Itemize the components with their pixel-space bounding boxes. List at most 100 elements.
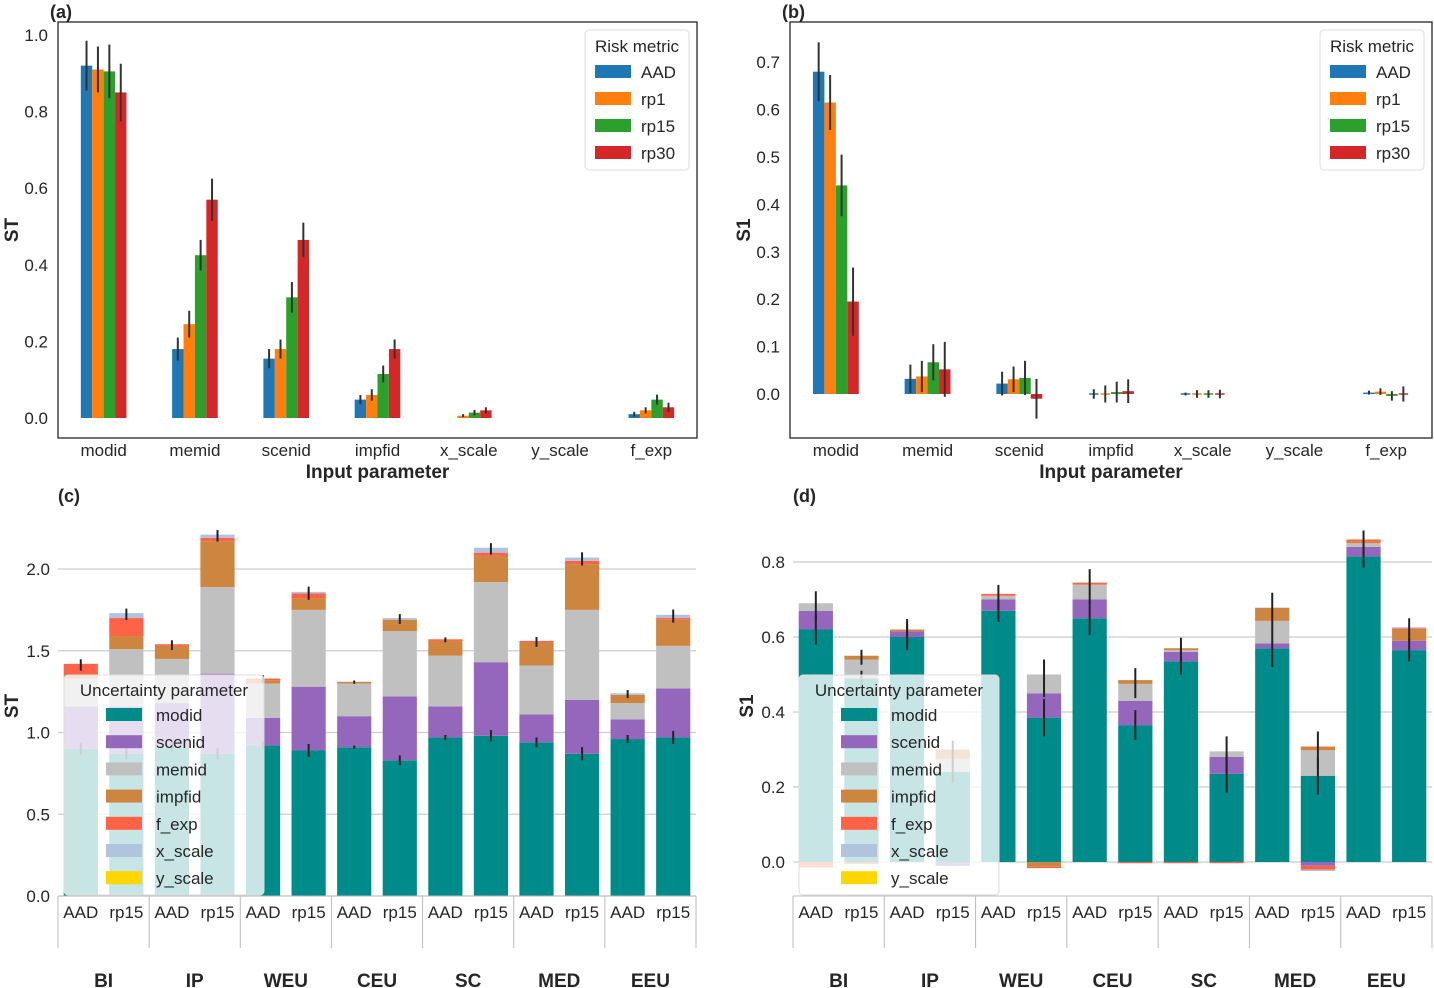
x-tick-label: rp15 (936, 903, 970, 922)
y-tick-label: 0.6 (24, 179, 48, 198)
bar-segment-scenid (656, 688, 691, 738)
x-tick-label: rp15 (1301, 903, 1335, 922)
bar-segment-f_exp (1026, 866, 1062, 869)
x-axis-label: Input parameter (1039, 462, 1183, 483)
bar-AAD (354, 399, 367, 418)
legend-swatch-rp15 (1330, 119, 1366, 132)
panel-label: (b) (782, 2, 805, 22)
bar-segment-modid (1026, 717, 1062, 862)
bar-AAD (80, 65, 93, 418)
bar-segment-impfid (519, 642, 554, 666)
panel-c: (c) 0.0 0.5 1.0 1.5 2.0 AAD rp15 AAD rp15 AAD rp15 A… (2, 486, 697, 988)
bar-segment-f_exp (1209, 862, 1244, 864)
bar-segment-scenid (291, 686, 326, 751)
bar-segment-f_exp (1163, 862, 1199, 864)
bar-segment-scenid (382, 696, 417, 761)
legend-label: impfid (156, 788, 201, 807)
bar-segment-scenid (473, 662, 509, 736)
group-label: SC (1191, 971, 1218, 988)
y-axis-label: S1 (734, 218, 755, 242)
bar-segment-memid (473, 582, 509, 663)
bar-segment-modid (1163, 661, 1199, 862)
bar-segment-modid (291, 750, 326, 896)
x-tick-label: rp15 (200, 903, 234, 922)
legend-swatch-AAD (1330, 65, 1366, 78)
y-tick-label: 0.5 (26, 805, 50, 824)
legend-label: impfid (891, 788, 936, 807)
bar-segment-impfid (291, 598, 326, 610)
x-tick-label: memid (902, 441, 953, 460)
legend-label: scenid (891, 733, 940, 752)
x-tick-label: AAD (154, 903, 189, 922)
group-label: CEU (1092, 971, 1132, 988)
legend-label: rp1 (641, 90, 666, 109)
bar-segment-scenid (1300, 862, 1336, 866)
y-tick-label: 0.0 (24, 409, 48, 428)
group-label: WEU (264, 971, 308, 988)
legend-swatch-scenid (841, 735, 877, 749)
bar-segment-f_exp (109, 618, 144, 637)
y-tick-label: 0.6 (761, 628, 785, 647)
bar-rp15 (194, 255, 207, 418)
y-tick-label: 0.3 (756, 243, 780, 262)
x-tick-label: AAD (1163, 903, 1198, 922)
group-label: WEU (999, 971, 1043, 988)
legend-swatch-y_scale (106, 871, 142, 885)
bar-segment-memid (844, 659, 879, 679)
legend-title: Uncertainty parameter (80, 681, 249, 700)
bar-AAD (263, 358, 275, 418)
legend-label: rp15 (1376, 117, 1410, 136)
legend-label: rp30 (641, 144, 675, 163)
x-axis-label: Input parameter (306, 462, 450, 483)
y-tick-label: 0.0 (756, 385, 780, 404)
bar-segment-impfid (610, 694, 645, 704)
legend-label: y_scale (156, 869, 214, 888)
bar-AAD (812, 71, 825, 395)
bar-segment-memid (428, 655, 463, 707)
x-tick-label: AAD (519, 903, 554, 922)
bar-segment-modid (610, 739, 645, 896)
bar-rp30 (388, 349, 401, 418)
x-tick-label: scenid (262, 441, 311, 460)
legend-swatch-impfid (841, 789, 877, 803)
bar-rp15 (286, 297, 298, 418)
x-tick-label: modid (813, 441, 859, 460)
bar-segment-f_exp (1118, 862, 1153, 864)
legend: Risk metric AAD rp1 rp15 rp30 (1319, 29, 1425, 171)
y-tick-label: 0.2 (756, 290, 780, 309)
legend-label: f_exp (891, 815, 933, 834)
bar-rp1 (274, 349, 287, 418)
bar-rp30 (480, 410, 492, 418)
legend: Uncertainty parameter modid scenid memid imp… (798, 674, 1000, 896)
y-tick-label: 2.0 (26, 560, 50, 579)
y-axis-label: ST (2, 217, 23, 242)
x-tick-label: f_exp (1365, 441, 1407, 460)
x-tick-label: AAD (610, 903, 645, 922)
bar-segment-memid (382, 631, 417, 697)
y-tick-label: 0.4 (24, 256, 48, 275)
bar-segment-modid (519, 742, 554, 896)
legend-label: memid (156, 760, 207, 779)
legend-label: memid (891, 760, 942, 779)
bar-rp30 (115, 92, 127, 418)
bar-segment-impfid (154, 645, 190, 659)
group-label: MED (1274, 971, 1316, 988)
bar-rp1 (92, 69, 104, 418)
legend-swatch-modid (106, 708, 142, 721)
bar-segment-impfid (428, 640, 463, 656)
bar-segment-memid (564, 609, 600, 700)
x-tick-label: memid (169, 441, 220, 460)
bar-segment-modid (1118, 725, 1153, 862)
legend-swatch-rp1 (1330, 92, 1366, 105)
legend-label: y_scale (891, 869, 949, 888)
legend-swatch-f_exp (106, 816, 142, 830)
panel-a: (a) 0.0 0.2 0.4 0.6 0.8 1.0 modid memid scenid imp… (2, 2, 698, 483)
x-tick-label: rp15 (1118, 903, 1152, 922)
bar-segment-memid (519, 665, 554, 715)
x-tick-label: AAD (890, 903, 925, 922)
y-tick-label: 1.0 (24, 26, 48, 45)
y-tick-label: 0.5 (756, 148, 780, 167)
group-label: IP (921, 971, 939, 988)
bar-segment-modid (337, 747, 372, 896)
